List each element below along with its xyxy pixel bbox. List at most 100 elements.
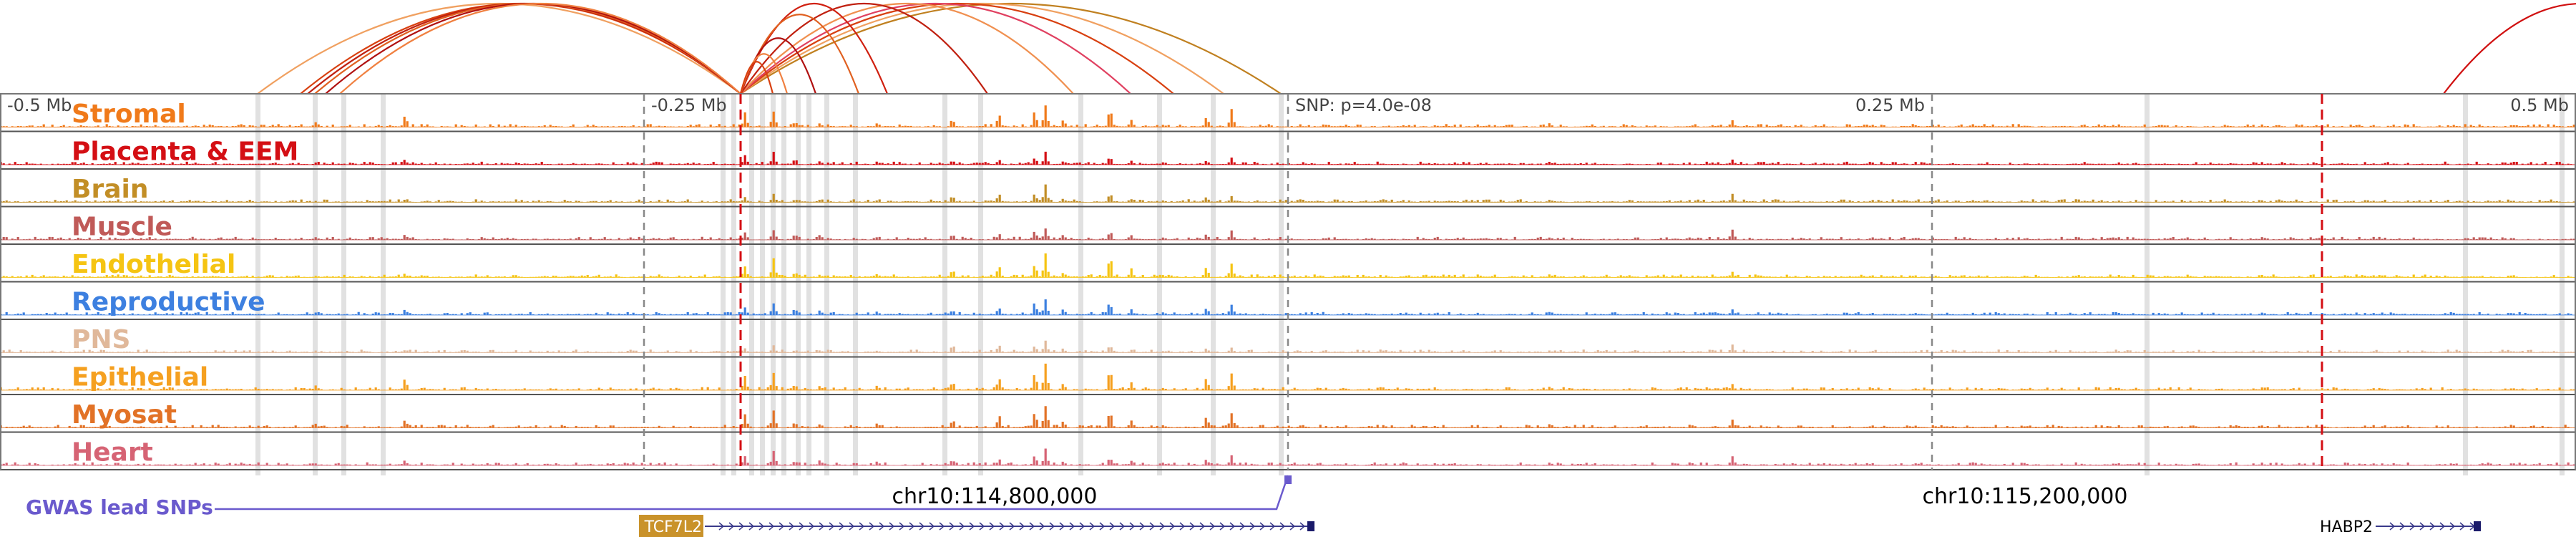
strand-arrow xyxy=(809,522,815,531)
gene-exon xyxy=(1307,521,1314,531)
axis-tick-label: -0.5 Mb xyxy=(7,95,72,115)
loop-arc xyxy=(740,2,1282,95)
strand-arrow xyxy=(849,522,855,531)
strand-arrow xyxy=(2399,522,2406,531)
strand-arrow xyxy=(1039,522,1045,531)
track-label: Myosat xyxy=(72,400,177,430)
strand-arrow xyxy=(869,522,875,531)
axis-tick-label: SNP: p=4.0e-08 xyxy=(1295,95,1432,115)
track-signal xyxy=(0,363,2576,391)
strand-arrow xyxy=(1279,522,1286,531)
axis-tick-label: -0.25 Mb xyxy=(651,95,727,115)
loop-arc xyxy=(740,3,1131,95)
track-signal xyxy=(0,340,2576,353)
loop-arc xyxy=(257,3,741,95)
track-signal xyxy=(0,228,2576,241)
highlight-region xyxy=(796,94,801,475)
strand-arrow xyxy=(1109,522,1116,531)
strand-arrow xyxy=(2409,522,2416,531)
gene-annotations: TCF7L2 HABP2 xyxy=(639,515,2481,537)
strand-arrow xyxy=(1299,522,1306,531)
highlight-region xyxy=(853,94,858,475)
strand-arrow xyxy=(819,522,825,531)
axis-tick-label: 0.5 Mb xyxy=(2510,95,2569,115)
strand-arrow xyxy=(2459,522,2466,531)
strand-arrow xyxy=(1089,522,1096,531)
strand-arrow xyxy=(758,522,765,531)
gene-exon xyxy=(2474,521,2481,531)
highlight-region xyxy=(806,94,811,475)
gwas-track-label: GWAS lead SNPs xyxy=(26,495,213,519)
strand-arrow xyxy=(959,522,965,531)
track-label: Reproductive xyxy=(72,288,265,317)
highlight-region xyxy=(255,94,260,475)
loop-arc xyxy=(740,3,988,95)
axis-tick-label: 0.25 Mb xyxy=(1855,95,1925,115)
highlight-region xyxy=(760,94,765,475)
track-label: Muscle xyxy=(72,213,172,242)
strand-arrow xyxy=(1209,522,1216,531)
track-signal xyxy=(0,299,2576,316)
strand-arrow xyxy=(1259,522,1266,531)
strand-arrow xyxy=(1169,522,1176,531)
strand-arrow xyxy=(989,522,995,531)
highlight-region xyxy=(771,94,776,475)
highlight-region xyxy=(824,94,829,475)
highlight-region xyxy=(942,94,947,475)
strand-arrow xyxy=(789,522,795,531)
chromatin-loops xyxy=(257,2,2576,95)
strand-arrow xyxy=(1139,522,1146,531)
strand-arrow xyxy=(1019,522,1025,531)
strand-arrow xyxy=(1049,522,1055,531)
strand-arrow xyxy=(1069,522,1075,531)
strand-arrow xyxy=(1099,522,1106,531)
strand-arrow xyxy=(859,522,865,531)
strand-arrow xyxy=(1079,522,1085,531)
highlight-region xyxy=(749,94,754,475)
strand-arrow xyxy=(2429,522,2436,531)
strand-arrow xyxy=(779,522,785,531)
strand-arrow xyxy=(1149,522,1156,531)
strand-arrow xyxy=(1189,522,1196,531)
strand-arrow xyxy=(839,522,845,531)
gwas-connector xyxy=(215,475,1289,511)
strand-arrow xyxy=(799,522,805,531)
strand-arrow xyxy=(1269,522,1276,531)
gene-label-box xyxy=(639,515,703,537)
track-label: Heart xyxy=(72,438,153,468)
track-signal xyxy=(0,105,2576,127)
strand-arrow xyxy=(1199,522,1206,531)
strand-arrow xyxy=(1129,522,1136,531)
highlight-region xyxy=(381,94,386,475)
track-label: Brain xyxy=(72,175,148,204)
loop-arc xyxy=(2443,3,2576,95)
highlight-region xyxy=(2560,94,2565,475)
strand-arrow xyxy=(728,522,735,531)
track-labels: Stromal Placenta & EEM Brain Muscle Endothel… xyxy=(72,100,298,468)
highlight-region xyxy=(341,94,346,475)
track-signal xyxy=(0,151,2576,165)
strand-arrow xyxy=(999,522,1005,531)
strand-arrow xyxy=(1159,522,1166,531)
loop-arc xyxy=(325,3,741,95)
loop-arc xyxy=(740,3,1174,95)
loop-arc xyxy=(307,3,741,95)
strand-arrow xyxy=(2439,522,2446,531)
highlight-regions xyxy=(255,94,2565,475)
strand-arrow xyxy=(969,522,975,531)
highlight-region xyxy=(313,94,318,475)
loop-arc xyxy=(339,3,741,95)
track-label: Epithelial xyxy=(72,363,208,392)
strand-arrow xyxy=(1179,522,1186,531)
strand-arrow xyxy=(1249,522,1256,531)
strand-arrow xyxy=(909,522,915,531)
loop-arc xyxy=(314,3,741,95)
strand-arrow xyxy=(2389,522,2396,531)
strand-arrow xyxy=(1059,522,1065,531)
track-signal xyxy=(0,406,2576,428)
strand-arrow xyxy=(939,522,945,531)
strand-arrow xyxy=(718,522,725,531)
strand-arrow xyxy=(919,522,925,531)
highlight-region xyxy=(1211,94,1216,475)
